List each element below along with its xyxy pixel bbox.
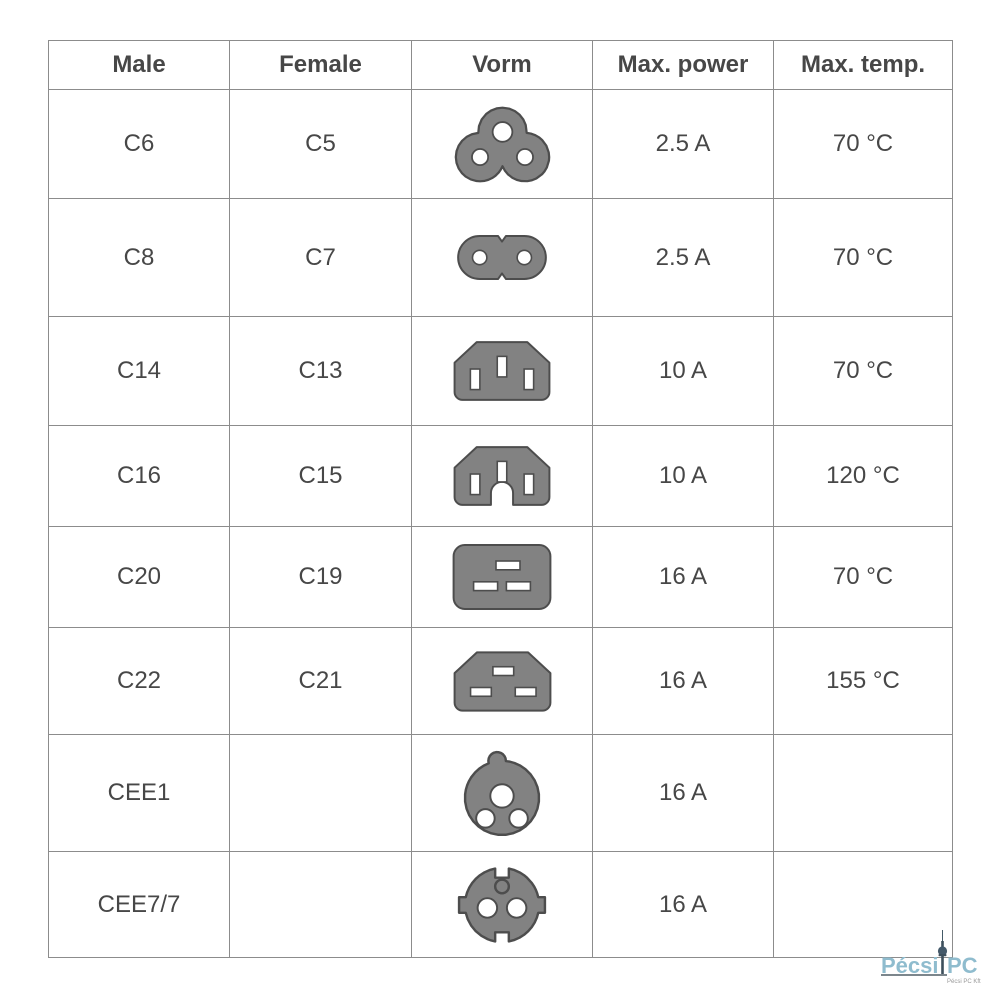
svg-text:Pécsi PC Kft.: Pécsi PC Kft. <box>947 979 981 985</box>
svg-text:PC: PC <box>947 953 978 978</box>
svg-text:Pécsi: Pécsi <box>881 953 939 978</box>
